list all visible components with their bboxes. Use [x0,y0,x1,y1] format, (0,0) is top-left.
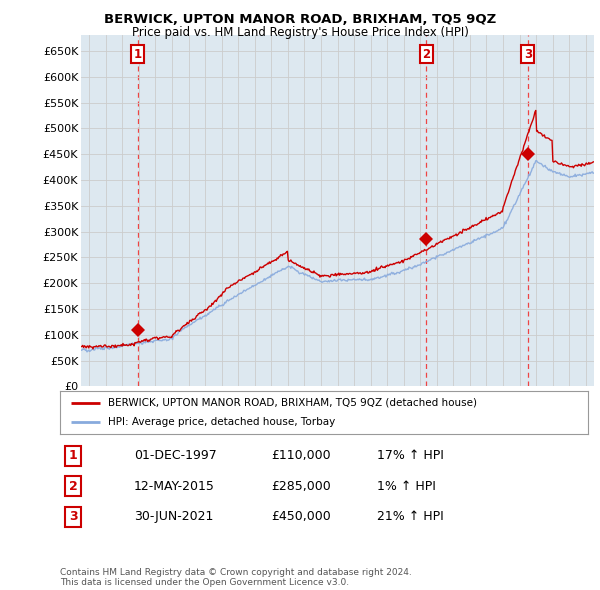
Text: 17% ↑ HPI: 17% ↑ HPI [377,449,443,462]
Text: BERWICK, UPTON MANOR ROAD, BRIXHAM, TQ5 9QZ (detached house): BERWICK, UPTON MANOR ROAD, BRIXHAM, TQ5 … [107,398,476,408]
Text: 30-JUN-2021: 30-JUN-2021 [134,510,213,523]
Text: 01-DEC-1997: 01-DEC-1997 [134,449,217,462]
Text: 1: 1 [134,48,142,61]
Text: 2: 2 [69,480,77,493]
Text: BERWICK, UPTON MANOR ROAD, BRIXHAM, TQ5 9QZ: BERWICK, UPTON MANOR ROAD, BRIXHAM, TQ5 … [104,13,496,26]
Text: 21% ↑ HPI: 21% ↑ HPI [377,510,443,523]
Text: 12-MAY-2015: 12-MAY-2015 [134,480,215,493]
Text: Contains HM Land Registry data © Crown copyright and database right 2024.
This d: Contains HM Land Registry data © Crown c… [60,568,412,587]
Text: 3: 3 [69,510,77,523]
Text: £285,000: £285,000 [271,480,331,493]
Text: 1: 1 [69,449,77,462]
Text: 3: 3 [524,48,532,61]
Text: Price paid vs. HM Land Registry's House Price Index (HPI): Price paid vs. HM Land Registry's House … [131,26,469,39]
Text: 2: 2 [422,48,430,61]
Text: 1% ↑ HPI: 1% ↑ HPI [377,480,436,493]
Text: £110,000: £110,000 [271,449,331,462]
Text: HPI: Average price, detached house, Torbay: HPI: Average price, detached house, Torb… [107,417,335,427]
Text: £450,000: £450,000 [271,510,331,523]
